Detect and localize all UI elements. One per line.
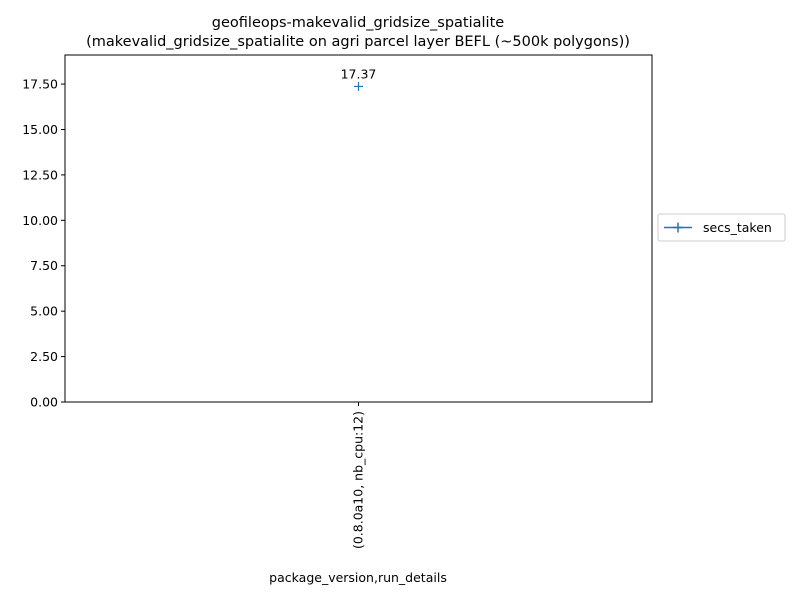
plot-area bbox=[64, 54, 653, 403]
legend[interactable]: secs_taken bbox=[657, 213, 786, 242]
y-tick-label: 5.00 bbox=[30, 304, 58, 319]
y-tick-label: 10.00 bbox=[22, 213, 58, 228]
legend-marker-icon bbox=[673, 222, 683, 233]
y-tick-label: 17.50 bbox=[22, 77, 58, 92]
y-tick-label: 15.00 bbox=[22, 122, 58, 137]
y-tick-label: 12.50 bbox=[22, 167, 58, 182]
y-tick-label: 7.50 bbox=[30, 258, 58, 273]
x-axis-label: package_version,run_details bbox=[269, 570, 447, 585]
legend-label: secs_taken bbox=[703, 220, 772, 235]
chart-title: geofileops-makevalid_gridsize_spatialite bbox=[212, 15, 504, 31]
data-point bbox=[354, 81, 363, 91]
series-layer: 17.37 bbox=[341, 66, 377, 91]
x-axis: (0.8.0a10, nb_cpu:12) bbox=[351, 402, 366, 549]
data-label: 17.37 bbox=[341, 66, 377, 81]
x-tick-label: (0.8.0a10, nb_cpu:12) bbox=[351, 411, 366, 549]
y-axis: 0.00 2.50 5.00 7.50 10.00 12.50 15.00 17.50 bbox=[22, 77, 65, 410]
y-tick-label: 2.50 bbox=[30, 349, 58, 364]
legend-box bbox=[657, 213, 786, 242]
y-tick-label: 0.00 bbox=[30, 395, 58, 410]
chart-subtitle: (makevalid_gridsize_spatialite on agri p… bbox=[86, 34, 630, 50]
